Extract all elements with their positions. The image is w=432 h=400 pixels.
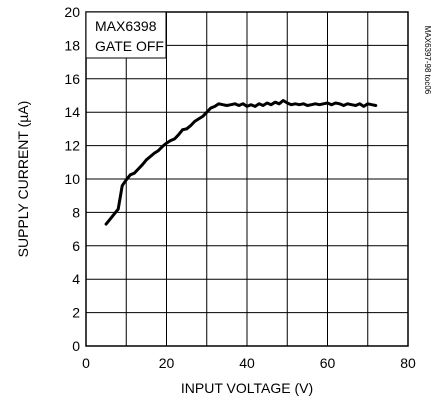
y-tick-label: 2	[72, 305, 80, 321]
series-layer	[104, 99, 378, 226]
figure-id-note: MAX6397-98 toc06	[423, 26, 432, 95]
y-tick-label: 6	[72, 238, 80, 254]
y-tick-label: 8	[72, 204, 80, 220]
y-axis-label: SUPPLY CURRENT (µA)	[15, 101, 31, 258]
legend-line-model: MAX6398	[95, 18, 157, 34]
plot-frame	[85, 11, 409, 347]
x-tick-label: 80	[400, 355, 416, 371]
y-tick-labels: 0 2 4 6 8 10 12 14 16 18 20	[64, 4, 80, 354]
y-tick-label: 20	[64, 4, 80, 20]
x-axis-label: INPUT VOLTAGE (V)	[181, 380, 313, 396]
x-tick-label: 0	[82, 355, 90, 371]
y-tick-label: 16	[64, 71, 80, 87]
supply-current-line	[104, 99, 378, 226]
x-tick-label: 60	[320, 355, 336, 371]
y-tick-label: 18	[64, 37, 80, 53]
legend-line-condition: GATE OFF	[95, 38, 164, 54]
y-tick-label: 4	[72, 271, 80, 287]
y-tick-label: 0	[72, 338, 80, 354]
legend-box: MAX6398 GATE OFF	[85, 11, 167, 59]
y-tick-label: 14	[64, 104, 80, 120]
x-tick-label: 20	[159, 355, 175, 371]
x-tick-labels: 0 20 40 60 80	[82, 355, 416, 371]
grid	[86, 12, 408, 346]
x-tick-label: 40	[239, 355, 255, 371]
legend-background	[85, 11, 167, 59]
y-tick-label: 12	[64, 138, 80, 154]
y-tick-label: 10	[64, 171, 80, 187]
